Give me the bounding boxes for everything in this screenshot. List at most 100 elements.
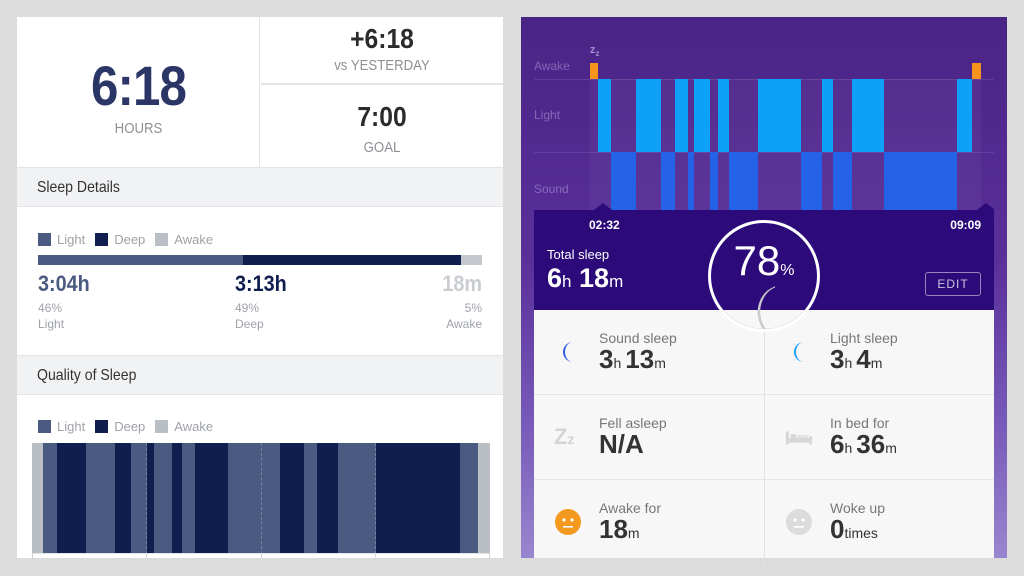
stat-value: 18m: [442, 271, 482, 296]
legend-swatch: [155, 420, 169, 433]
sleep-score-value: 78%: [711, 237, 817, 285]
sleep-details-title: Sleep Details: [37, 179, 120, 196]
legend-swatch: [95, 233, 109, 246]
hypnogram-segment-sound: [611, 152, 636, 210]
sleep-summary-panel: 6:18 HOURS +6:18 vs YESTERDAY 7:00 GOAL …: [17, 17, 503, 559]
score-number: 78: [733, 237, 781, 284]
hypnogram-label-sound: Sound: [534, 182, 569, 196]
card-value: N/A: [599, 429, 644, 459]
stat-percent: 5%: [464, 301, 482, 315]
face-icon: [786, 509, 812, 535]
total-sleep-value: 6h 18m: [547, 263, 623, 294]
hypnogram-segment-sound: [661, 152, 675, 210]
chart-tick: [32, 553, 33, 559]
card-label: Woke up: [830, 500, 885, 516]
chart-tick: [375, 553, 376, 559]
legend-item-light: Light: [38, 419, 85, 434]
legend-item-deep: Deep: [95, 232, 145, 247]
hypnogram-segment-light: [758, 79, 801, 152]
bar-awake: [461, 255, 482, 265]
unit: m: [654, 355, 666, 371]
vs-yesterday-value: +6:18: [350, 23, 414, 54]
card-awake-for: Awake for 18m: [534, 480, 764, 565]
score-circle-lower: [711, 310, 817, 329]
sleep-score-circle[interactable]: 78%: [708, 220, 820, 332]
zz-icon: zz: [590, 44, 600, 59]
stat-value: 3:04h: [38, 271, 90, 296]
hypnogram-segment-sound: [729, 152, 758, 210]
value-hours: 3: [599, 344, 614, 374]
legend-swatch: [38, 420, 51, 433]
card-value: 18m: [599, 514, 644, 545]
hypnogram-segment-light: [694, 79, 710, 152]
quality-segment-deep: [57, 443, 86, 553]
stat-deep: 3:13h 49% Deep: [235, 271, 292, 331]
edit-button[interactable]: EDIT: [925, 272, 981, 296]
legend-label: Deep: [114, 232, 146, 247]
quality-segment-light: [154, 443, 172, 553]
legend-label: Light: [57, 232, 86, 247]
score-unit: %: [780, 262, 795, 279]
hypnogram-segment-light: [718, 79, 729, 152]
quality-segment-deep: [195, 443, 228, 553]
legend-swatch: [95, 420, 109, 433]
value-hours: 6: [830, 429, 845, 459]
card-in-bed: In bed for 6h 36m: [764, 395, 994, 480]
unit: m: [885, 440, 897, 456]
legend-label: Awake: [174, 419, 214, 434]
sleep-details-legend: Light Deep Awake: [38, 232, 213, 247]
hypnogram-segment-sound: [833, 152, 852, 210]
quality-segment-deep: [172, 443, 182, 553]
sleep-score-panel: Awake Light Sound zz 02:32 09:09 Total s…: [521, 17, 1007, 565]
quality-segment-light: [304, 443, 317, 553]
card-label: Awake for: [599, 500, 661, 516]
legend-swatch: [155, 233, 169, 246]
moon-icon: [563, 342, 573, 362]
sleep-breakdown-bar: [38, 255, 482, 265]
quality-segment-light: [228, 443, 280, 553]
total-hours-cell: 6:18 HOURS: [17, 17, 260, 167]
start-time: 02:32: [589, 218, 620, 232]
hypnogram-segment-light: [675, 79, 688, 152]
hypnogram-segment-light: [852, 79, 884, 152]
quality-segment-deep: [280, 443, 304, 553]
unit: h: [613, 355, 622, 371]
zz-icon: Zz: [554, 424, 575, 449]
card-woke-up: Woke up 0times: [764, 480, 994, 565]
unit: m: [870, 355, 883, 371]
stat-percent: 46%: [38, 301, 63, 315]
minutes-unit: m: [609, 272, 624, 291]
stat-label: Deep: [235, 317, 264, 331]
quality-header: Quality of Sleep: [17, 355, 503, 395]
hypnogram-segment-awake: [972, 63, 981, 79]
quality-segment-light: [43, 443, 57, 553]
legend-item-light: Light: [38, 232, 85, 247]
sleep-details-header: Sleep Details: [17, 167, 503, 207]
face-icon: [555, 509, 581, 535]
value-minutes: 36: [856, 429, 886, 459]
vs-yesterday-cell: +6:18 vs YESTERDAY: [261, 17, 503, 85]
stat-light: 3:04h 46% Light: [38, 271, 95, 331]
hypnogram-segment-sound: [884, 152, 957, 210]
total-sleep-hours: 6: [547, 263, 563, 293]
chart-gridline: [146, 443, 147, 559]
bar-deep: [243, 255, 461, 265]
stat-awake: 18m 5% Awake: [438, 271, 482, 331]
quality-segment-light: [460, 443, 478, 553]
card-value: 3h 4m: [830, 344, 886, 375]
vs-yesterday-label: vs YESTERDAY: [334, 57, 430, 74]
quality-segment-light: [86, 443, 115, 553]
legend-swatch: [38, 233, 51, 246]
legend-label: Awake: [174, 232, 214, 247]
stat-value: 3:13h: [235, 271, 287, 296]
legend-item-awake: Awake: [155, 419, 213, 434]
quality-title: Quality of Sleep: [37, 367, 137, 384]
moon-icon: [757, 286, 776, 329]
quality-legend: Light Deep Awake: [38, 419, 213, 434]
goal-cell: 7:00 GOAL: [261, 87, 503, 167]
sleep-stats-grid: Sound sleep 3h 13m Light sleep 3h 4m Zz Fe…: [534, 310, 994, 565]
value-count: 0: [830, 514, 845, 544]
chart-tick: [489, 553, 490, 559]
goal-label: GOAL: [363, 139, 401, 156]
hypnogram-segment-sound: [688, 152, 694, 210]
